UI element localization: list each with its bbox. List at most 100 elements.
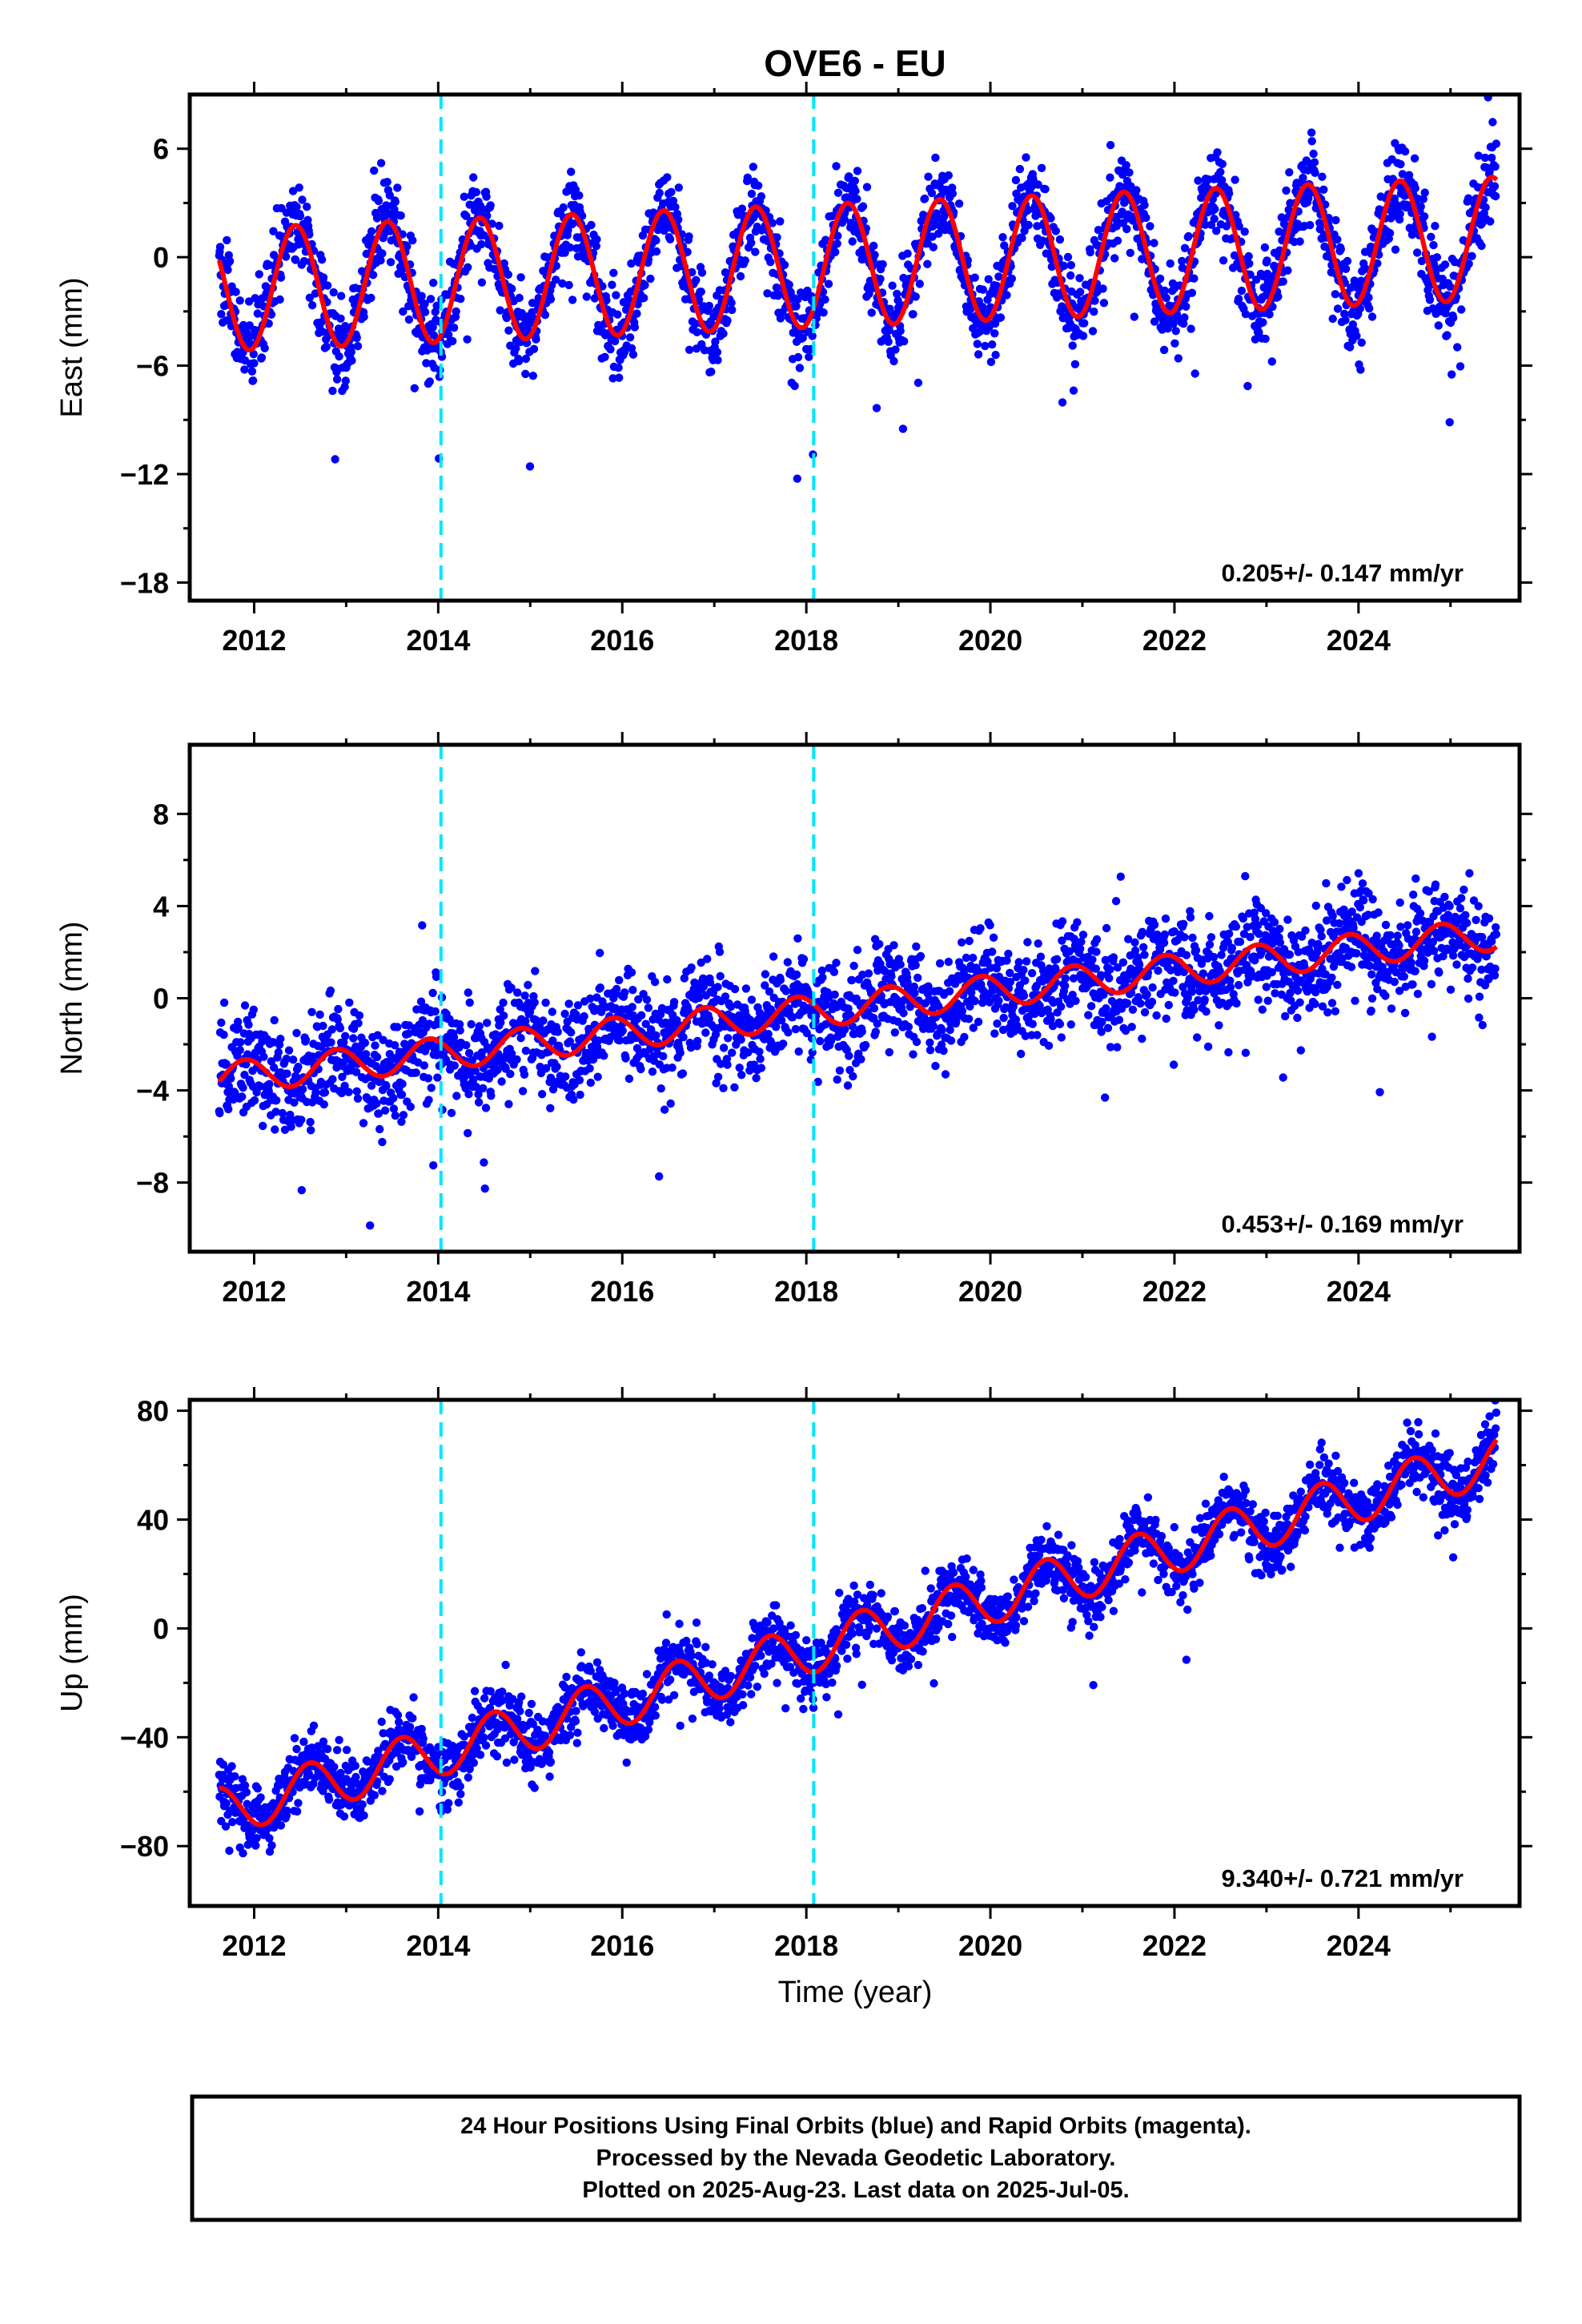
data-point xyxy=(1416,202,1425,211)
data-point xyxy=(1420,188,1429,197)
data-point xyxy=(1490,182,1500,191)
data-point xyxy=(504,270,512,279)
data-point xyxy=(1367,1006,1375,1015)
data-point xyxy=(1348,320,1358,329)
east-panel: 2012 2014 2016 2018 2020 2022 202460−6−12−18Ea… xyxy=(55,82,1532,657)
data-point xyxy=(1398,170,1407,179)
data-point xyxy=(931,153,940,163)
data-point xyxy=(222,1059,231,1068)
data-point xyxy=(1096,971,1106,979)
data-point xyxy=(1368,895,1377,904)
data-point xyxy=(328,386,337,396)
data-point xyxy=(1407,958,1415,967)
data-point xyxy=(455,1019,464,1029)
data-point xyxy=(1021,976,1030,985)
data-point xyxy=(648,1068,657,1076)
data-point xyxy=(469,173,478,182)
data-point xyxy=(965,936,974,946)
data-point xyxy=(1352,949,1361,958)
data-point xyxy=(869,1003,879,1013)
data-point xyxy=(267,310,276,319)
data-point xyxy=(1048,1022,1058,1031)
data-point xyxy=(784,1028,793,1037)
data-point xyxy=(645,1044,654,1054)
data-point xyxy=(620,988,629,997)
data-point xyxy=(615,975,624,985)
data-point xyxy=(1113,963,1122,972)
data-point xyxy=(368,271,378,279)
data-point xyxy=(1086,1002,1096,1011)
data-point xyxy=(1218,159,1227,168)
data-point xyxy=(1319,185,1328,194)
data-point xyxy=(386,258,396,267)
data-point xyxy=(1106,173,1114,182)
data-point xyxy=(416,997,426,1006)
data-point xyxy=(719,329,728,338)
data-point xyxy=(844,1004,853,1013)
data-point xyxy=(990,1029,999,1038)
data-point xyxy=(799,955,809,963)
data-point xyxy=(1113,236,1122,245)
data-point xyxy=(1224,189,1234,198)
data-point xyxy=(1073,918,1082,927)
data-point xyxy=(724,1034,733,1043)
data-point xyxy=(391,1111,400,1120)
data-point xyxy=(1270,918,1279,927)
data-point xyxy=(1438,275,1447,283)
data-point xyxy=(371,1041,379,1050)
data-point xyxy=(828,211,837,220)
data-point xyxy=(1315,219,1324,227)
y-tick-label: 0 xyxy=(153,241,169,274)
data-point xyxy=(1486,217,1495,226)
data-point xyxy=(628,1003,636,1011)
data-point xyxy=(1346,343,1355,352)
data-point xyxy=(1275,938,1285,947)
data-point xyxy=(974,1017,983,1027)
data-point xyxy=(1070,360,1080,368)
data-point xyxy=(659,1051,668,1061)
data-point xyxy=(911,292,920,301)
data-point xyxy=(1279,1073,1287,1082)
data-point xyxy=(504,326,513,335)
data-point xyxy=(548,1085,558,1094)
data-point xyxy=(1231,175,1239,184)
data-point xyxy=(875,939,884,949)
data-point xyxy=(723,316,732,325)
data-point xyxy=(752,1074,761,1083)
data-point xyxy=(1126,248,1135,257)
data-point xyxy=(958,1007,967,1015)
data-point xyxy=(1076,944,1085,954)
data-point xyxy=(1059,261,1069,271)
data-point xyxy=(1327,973,1336,983)
data-point xyxy=(669,998,679,1007)
data-point xyxy=(418,1015,428,1025)
data-point xyxy=(909,310,917,319)
data-point xyxy=(353,1094,363,1104)
data-point xyxy=(1358,879,1367,888)
data-point xyxy=(456,1026,464,1035)
data-point xyxy=(1098,1017,1106,1027)
data-point xyxy=(1002,291,1011,300)
chart-title: OVE6 - EU xyxy=(764,42,946,84)
data-point xyxy=(653,225,663,235)
data-point xyxy=(1090,308,1098,316)
data-point xyxy=(1223,938,1233,947)
data-point xyxy=(417,292,426,300)
data-point xyxy=(548,1036,557,1045)
data-point xyxy=(1215,967,1224,975)
data-point xyxy=(264,319,273,328)
data-point xyxy=(1259,318,1267,327)
data-point xyxy=(1014,958,1023,967)
data-point xyxy=(420,300,429,308)
data-point xyxy=(449,1032,459,1042)
data-point xyxy=(217,310,226,319)
data-point xyxy=(1294,947,1303,957)
data-point xyxy=(785,280,793,289)
data-point xyxy=(491,1059,500,1068)
data-point xyxy=(615,1036,624,1045)
data-point xyxy=(768,219,777,227)
data-point xyxy=(1017,1049,1026,1059)
data-point xyxy=(560,1009,569,1019)
data-point xyxy=(1164,1000,1174,1010)
data-point xyxy=(1387,1004,1396,1013)
